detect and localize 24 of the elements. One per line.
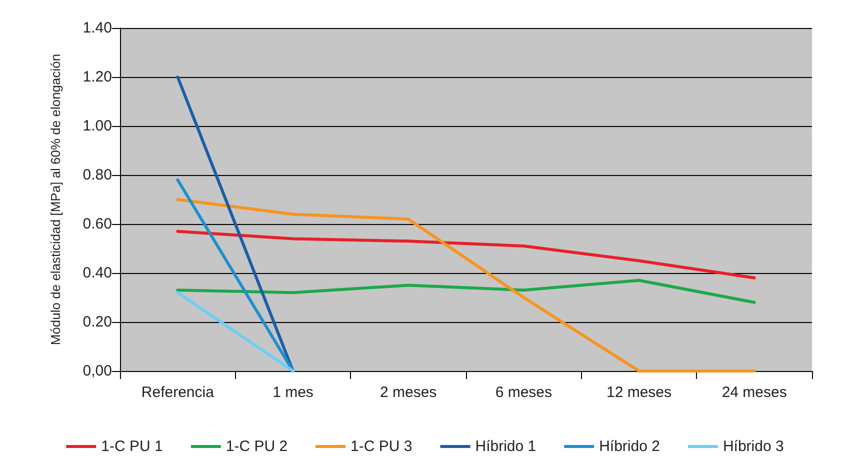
legend-label: Híbrido 1 xyxy=(475,438,536,455)
y-tick-label: 1.40 xyxy=(82,20,112,36)
y-tick-label: 0.60 xyxy=(82,216,112,232)
y-tick-label: 0.20 xyxy=(82,314,112,330)
y-tick-label: 1.00 xyxy=(82,118,112,134)
y-tick-label: 1.20 xyxy=(82,68,112,86)
legend-label: Híbrido 3 xyxy=(722,438,784,455)
x-tick-label: 24 meses xyxy=(722,384,787,401)
y-tick-label: 0,00 xyxy=(82,362,112,380)
line-series xyxy=(176,198,756,372)
legend-label: Híbrido 2 xyxy=(599,438,660,455)
x-tick-label: 1 mes xyxy=(272,384,314,401)
x-tick-label: 12 meses xyxy=(606,384,672,401)
legend-label: 1-C PU 1 xyxy=(101,438,163,455)
legend-label: 1-C PU 3 xyxy=(350,438,412,455)
x-tick-label: 2 meses xyxy=(380,384,437,401)
y-tick-label: 0.40 xyxy=(82,264,112,282)
line-series xyxy=(176,278,756,304)
x-tick-label: 6 meses xyxy=(495,384,552,401)
y-tick-label: 0.80 xyxy=(82,166,112,184)
legend-label: 1-C PU 2 xyxy=(226,438,288,455)
y-axis-title: Módulo de elasticidad [MPa] al 60% de elongación xyxy=(48,54,63,346)
x-tick-label: Referencia xyxy=(141,384,215,401)
line-series xyxy=(176,230,756,280)
